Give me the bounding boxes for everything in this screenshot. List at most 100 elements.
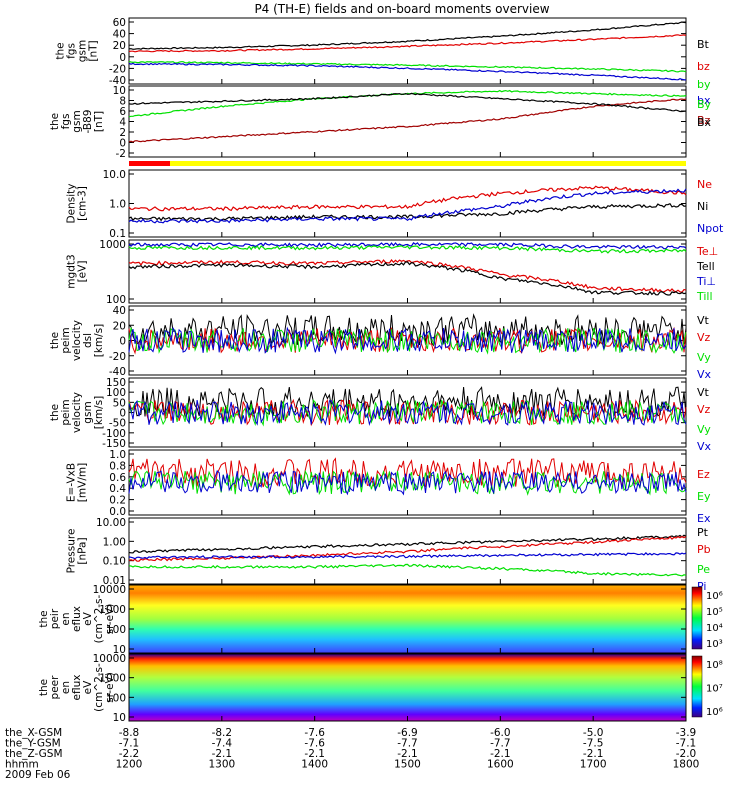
y-axis-label: sr-eV) [104, 672, 116, 703]
date-label: 2009 Feb 06 [5, 769, 71, 781]
y-tick-label: 0.6 [109, 472, 126, 484]
y-axis-label: [mV/m] [77, 463, 89, 502]
legend-Vy: Vy [697, 423, 711, 436]
series-Ti⊥ [128, 242, 687, 250]
x-row-value: -2.1 [304, 748, 325, 760]
y-tick-label: 10 [113, 85, 126, 97]
y-axis-label: velocity [71, 320, 83, 361]
y-axis-label: the [55, 42, 67, 59]
legend-Ti⊥: Ti⊥ [696, 275, 716, 288]
legend-Vy: Vy [697, 351, 711, 364]
y-axis-label: [nT] [88, 40, 100, 61]
y-tick-label: 1.0 [109, 199, 126, 211]
legend-bx: bx [697, 94, 711, 107]
y-axis-label: gsm [71, 110, 83, 132]
colorbar-label: 10³ [706, 639, 723, 650]
y-axis-label: gsm [77, 40, 89, 62]
x-row-value: -2.0 [676, 748, 697, 760]
y-tick-label: 150 [106, 377, 126, 389]
x-row-value: -7.4 [212, 738, 233, 750]
series-Te⊥ [128, 259, 687, 293]
series-Vx [128, 326, 687, 355]
y-tick-label: 0.10 [103, 556, 126, 568]
y-tick-label: 0 [119, 336, 126, 348]
x-row-value: -7.6 [304, 738, 325, 750]
series-Bt [128, 21, 687, 50]
y-axis-label: peir [49, 608, 61, 629]
legend-Bt: Bt [697, 38, 710, 51]
y-axis-label: [km/s] [93, 324, 105, 358]
legend-Till: Till [696, 290, 713, 303]
y-tick-label: -40 [109, 366, 126, 378]
legend-Bz: Bz [697, 114, 711, 127]
figure-title: P4 (TH-E) fields and on-board moments ov… [254, 2, 549, 16]
y-tick-label: 0.01 [103, 575, 126, 587]
y-tick-label: 100 [106, 692, 126, 704]
y-axis-label: velocity [71, 392, 83, 433]
series-bx [128, 62, 687, 81]
series-Vy [128, 399, 687, 427]
x-row-value: -5.0 [583, 727, 604, 739]
series-bz [128, 34, 687, 53]
x-row-value: 1800 [673, 759, 700, 771]
legend-by: by [697, 78, 711, 91]
series-Npot [128, 188, 687, 224]
x-row-value: -6.9 [397, 727, 418, 739]
y-tick-label: -20 [109, 63, 126, 75]
y-tick-label: 0.4 [109, 483, 126, 495]
y-tick-label: 1.00 [103, 536, 126, 548]
x-row-value: -6.0 [490, 727, 511, 739]
y-tick-label: 10000 [93, 584, 126, 596]
x-row-label: hhmm [5, 759, 39, 771]
y-tick-label: -20 [109, 351, 126, 363]
y-axis-label: E=-VxB [66, 463, 78, 502]
y-axis-label: Density [66, 184, 78, 224]
y-axis-label: the [49, 113, 61, 130]
y-axis-label: the [38, 610, 50, 627]
y-tick-label: 10 [113, 712, 126, 724]
series-Pt [128, 534, 687, 554]
y-tick-label: 10 [113, 644, 126, 656]
y-tick-label: 10.0 [103, 169, 126, 181]
series-Vx [128, 399, 687, 426]
y-axis-label: peim [60, 327, 72, 353]
y-axis-label: fgs [66, 43, 78, 59]
y-axis-label: the [49, 332, 61, 349]
colorbar-label: 10⁵ [706, 607, 723, 618]
y-tick-label: 40 [113, 29, 126, 41]
legend-Vz: Vz [697, 331, 711, 344]
x-row-value: 1700 [580, 759, 607, 771]
legend-Ex: Ex [697, 512, 711, 525]
x-row-value: -2.1 [397, 748, 418, 760]
y-axis-label: fgs [60, 114, 72, 130]
y-axis-label: en [60, 612, 72, 625]
y-tick-label: -40 [109, 75, 126, 87]
colorbar [691, 586, 703, 650]
y-tick-label: 100 [106, 624, 126, 636]
panel-peir_en_eflux: 10000 1000 100 10 the peir en eflux eV (cm^2-s-sr… [38, 584, 723, 656]
legend-bz: bz [697, 60, 710, 73]
y-tick-label: 0 [119, 138, 126, 150]
status-bar-yellow [129, 161, 686, 166]
x-row-value: -7.1 [676, 738, 697, 750]
y-axis-label: [cm-3] [77, 186, 89, 221]
plot-frame [128, 584, 687, 654]
x-row-value: -8.8 [119, 727, 140, 739]
x-row-label: the_X-GSM [5, 727, 62, 739]
x-row-value: -2.1 [490, 748, 511, 760]
y-tick-label: 0 [119, 52, 126, 64]
series-Ex [128, 470, 687, 496]
series-Ne [128, 185, 687, 212]
legend-Tell: Tell [696, 260, 715, 273]
legend-Vx: Vx [697, 440, 712, 453]
y-axis-label: en [60, 681, 72, 694]
series-by [128, 60, 687, 73]
y-axis-label: [nPa] [77, 537, 89, 564]
y-tick-label: 8 [119, 96, 126, 108]
y-tick-label: 10000 [93, 653, 126, 665]
